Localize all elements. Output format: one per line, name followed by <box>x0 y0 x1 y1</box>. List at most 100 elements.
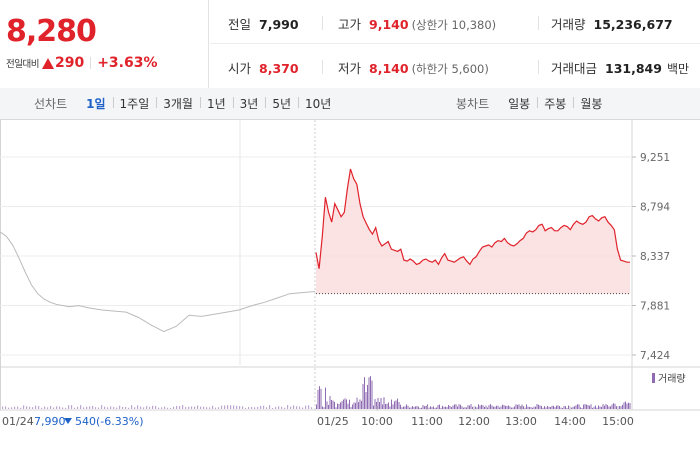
volume-bar <box>529 407 530 409</box>
volume-bar <box>521 404 523 409</box>
volume-bar <box>455 404 457 409</box>
volume-bar <box>194 406 196 409</box>
volume-bar <box>332 400 334 409</box>
tab-1week[interactable]: 1주일 <box>112 95 157 112</box>
price-chart[interactable]: 9,251 8,794 8,337 7,881 7,424 거래량 01/24 7,99… <box>0 120 700 450</box>
volume-bar <box>370 376 371 409</box>
volume-bar <box>530 407 532 409</box>
volume-bar <box>485 405 487 409</box>
candle-chart-title: 봉차트 <box>456 97 490 111</box>
volume-bar <box>344 398 346 409</box>
tab-daily[interactable]: 일봉 <box>508 97 531 111</box>
volume-bar <box>104 406 106 409</box>
tab-3month[interactable]: 3개월 <box>156 95 200 112</box>
volume-bar <box>95 407 97 409</box>
volume-bar <box>128 407 130 409</box>
volume-bar <box>77 406 79 409</box>
volume-bar <box>125 406 127 409</box>
volume-bar <box>533 406 535 409</box>
y-tick-label: 8,337 <box>640 251 670 263</box>
open-cell: 시가 8,370 <box>228 58 299 77</box>
volume-bar <box>44 406 46 409</box>
volume-bar <box>296 406 298 409</box>
volume-bar <box>371 380 373 409</box>
prev-close-caption: 7,990 <box>34 415 66 428</box>
current-price: 8,280 <box>6 14 97 49</box>
volume-bar <box>362 384 364 409</box>
volume-bar <box>554 407 556 409</box>
prev-day-caption: 01/24 7,990 540 (-6.33%) <box>2 415 144 428</box>
x-axis-ticks: 10:00 11:00 12:00 13:00 14:00 15:00 <box>361 406 634 428</box>
volume-bar <box>583 404 584 409</box>
volume-bar <box>107 407 109 409</box>
volume-bar <box>170 407 172 409</box>
volume-bar <box>491 405 493 409</box>
volume-bar <box>224 405 226 409</box>
x-tick-label: 13:00 <box>505 415 537 428</box>
volume-bar <box>611 404 613 409</box>
volume-bar <box>517 404 518 409</box>
volume-bar <box>71 405 73 409</box>
volume-bar <box>590 404 592 409</box>
volume-bar <box>11 407 13 409</box>
volume-bar <box>278 406 280 409</box>
volume-bar <box>613 403 614 409</box>
tab-monthly[interactable]: 월봉 <box>573 95 609 112</box>
prev-change-pct-caption: (-6.33%) <box>96 415 144 428</box>
volume-bar <box>623 402 625 409</box>
volume-bar <box>385 403 386 409</box>
volume-bar <box>598 405 599 409</box>
volume-bar <box>209 407 211 409</box>
volume-bar <box>158 407 160 409</box>
volume-bar <box>493 406 494 409</box>
volume-bar <box>538 404 539 409</box>
volume-bar <box>65 407 67 409</box>
volume-bar <box>452 405 454 409</box>
volume-bar <box>589 405 590 409</box>
volume-bar <box>140 406 142 409</box>
tab-3year[interactable]: 3년 <box>232 95 266 112</box>
tab-weekly[interactable]: 주봉 <box>537 95 573 112</box>
volume-bar <box>110 406 112 409</box>
volume-bar <box>83 407 85 409</box>
volume-bar <box>514 406 515 409</box>
volume-bar <box>322 406 323 409</box>
volume-bar <box>458 404 460 409</box>
volume-bar <box>23 405 25 409</box>
tab-1day[interactable]: 1일 <box>86 97 106 111</box>
change-label: 전일대비 <box>6 59 39 70</box>
volume-bar <box>575 405 577 409</box>
trade-value-label: 거래대금 <box>551 61 598 76</box>
tab-5year[interactable]: 5년 <box>265 95 298 112</box>
volume-bar <box>512 407 514 409</box>
volume-bar <box>437 405 439 409</box>
volume-bar <box>380 397 382 409</box>
open-label: 시가 <box>228 61 252 76</box>
volume-bar <box>505 405 506 409</box>
volume-bar <box>526 404 527 409</box>
volume-bar <box>272 407 274 409</box>
volume-bar <box>131 405 133 409</box>
tab-1year[interactable]: 1년 <box>199 95 233 112</box>
volume-bar <box>311 407 313 409</box>
tab-10year[interactable]: 10년 <box>298 95 338 112</box>
volume-label: 거래량 <box>551 17 586 32</box>
volume-legend-label: 거래량 <box>658 373 686 385</box>
volume-bar <box>568 405 569 409</box>
volume-bar <box>404 406 406 409</box>
volume-bar <box>230 405 232 409</box>
volume-bar <box>62 407 64 409</box>
volume-bar <box>503 405 505 409</box>
volume-bar <box>469 405 470 409</box>
volume-bar <box>334 401 335 409</box>
volume-bar <box>41 407 43 409</box>
volume-bar <box>527 406 529 409</box>
volume-bar <box>182 405 184 409</box>
x-tick-label: 15:00 <box>602 415 634 428</box>
volume-bar <box>608 406 610 409</box>
volume-bar <box>326 401 328 409</box>
volume-bar <box>398 402 400 409</box>
volume-bars <box>2 376 631 409</box>
volume-bar <box>275 406 277 409</box>
volume-bar <box>17 406 19 409</box>
